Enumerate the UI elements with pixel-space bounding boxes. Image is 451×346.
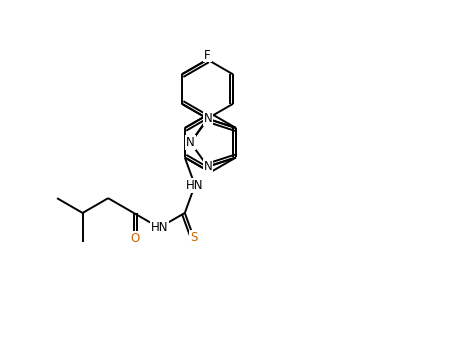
Text: S: S (190, 231, 198, 244)
Text: HN: HN (151, 221, 168, 234)
Text: N: N (203, 112, 212, 125)
Text: HN: HN (186, 179, 204, 192)
Text: N: N (186, 136, 195, 149)
Text: N: N (203, 160, 212, 173)
Text: F: F (204, 48, 211, 62)
Text: O: O (131, 231, 140, 245)
